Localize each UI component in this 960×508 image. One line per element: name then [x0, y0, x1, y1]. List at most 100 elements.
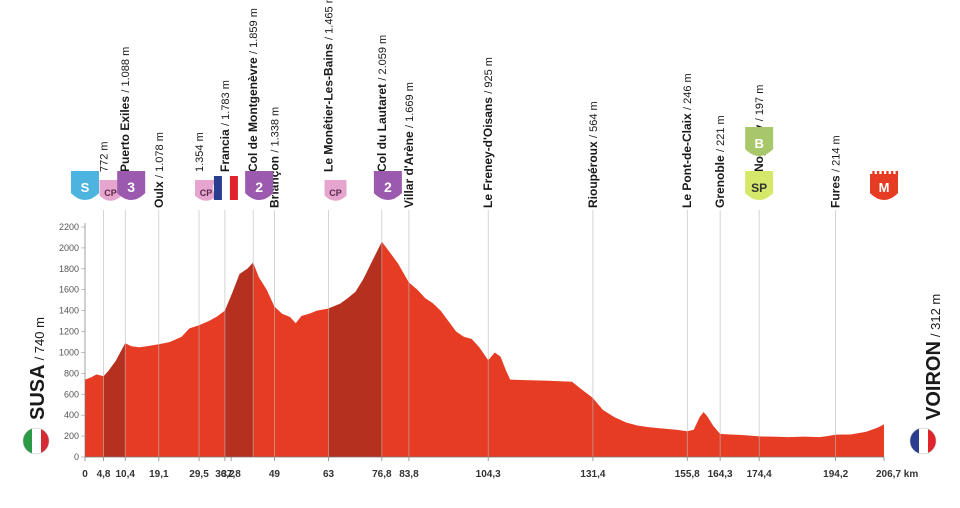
waypoint-name: Puerto Exiles — [118, 93, 132, 172]
waypoint-text: 1.354 m — [194, 132, 206, 172]
y-tick-label: 0 — [74, 452, 79, 462]
x-tick-label: 206,7 km — [876, 469, 918, 480]
category-badge — [373, 171, 402, 201]
italy-flag-icon — [22, 427, 50, 455]
waypoint-altitude: / 1.338 m — [269, 107, 281, 153]
waypoint-name: Grenoble — [713, 152, 727, 208]
start-label: SUSA / 740 m — [27, 317, 49, 420]
x-tick-label: 155,8 — [675, 469, 700, 480]
waypoint-text: Le Monêtier-Les-Bains / 1.465 m — [322, 0, 336, 172]
y-tick-label: 1600 — [59, 285, 79, 295]
finish-name: VOIRON — [923, 341, 945, 420]
start-badge — [71, 171, 99, 201]
grid-lines — [81, 226, 85, 458]
waypoint-text: Le Pont-de-Claix / 246 m — [680, 73, 694, 208]
y-tick-label: 1000 — [59, 347, 79, 357]
y-tick-label: 1400 — [59, 306, 79, 316]
start-altitude: / 740 m — [32, 317, 47, 360]
x-tick-label: 49 — [269, 469, 281, 480]
category-badge-text: 2 — [255, 179, 263, 195]
y-tick-label: 400 — [64, 410, 79, 420]
cp-badge — [99, 180, 122, 201]
waypoint-altitude: 772 m — [99, 141, 111, 172]
x-tick-label: 29,5 — [189, 469, 209, 480]
waypoint-label: Col du Lautaret / 2.059 m — [375, 35, 389, 172]
waypoint-altitude: / 197 m — [754, 85, 766, 122]
cp-badge-text: CP — [200, 188, 213, 198]
waypoint-label: Le Freney-d'Oisans / 925 m — [481, 57, 495, 208]
elevation-profile — [85, 241, 884, 457]
y-axis: 0 200 400 600 800 1000 1200 1400 1600 1800 2000 220… — [59, 222, 86, 462]
climb-segment — [103, 343, 126, 457]
france-flag-icon — [909, 427, 937, 455]
finish-checker — [870, 171, 873, 174]
waypoint-label: Oulx / 1.078 m — [152, 132, 166, 208]
finish-checker — [883, 171, 887, 174]
x-tick-label: 174,4 — [747, 469, 772, 480]
waypoint-name: Villar d'Arène — [402, 128, 416, 208]
waypoint-altitude: 1.354 m — [194, 132, 206, 172]
waypoint-altitude: / 1.669 m — [404, 82, 416, 128]
finish-altitude: / 312 m — [928, 294, 943, 337]
y-tick-label: 1200 — [59, 327, 79, 337]
waypoint-name: Rioupéroux — [586, 138, 600, 208]
waypoint-label: 772 m — [99, 141, 111, 172]
y-tick-label: 2200 — [59, 222, 79, 232]
finish-badge — [870, 171, 898, 201]
y-tick-label: 2000 — [59, 243, 79, 253]
waypoint-label: 1.354 m — [194, 132, 206, 172]
x-tick-label: 37,8 — [221, 469, 241, 480]
waypoint-label: Villar d'Arène / 1.669 m — [402, 82, 416, 208]
waypoint-text: Rioupéroux / 564 m — [586, 101, 600, 208]
waypoint-name: Le Monêtier-Les-Bains — [322, 40, 336, 172]
waypoint-name: Le Freney-d'Oisans — [481, 94, 495, 208]
waypoint-altitude: / 1.088 m — [120, 47, 132, 93]
y-tick-label: 600 — [64, 389, 79, 399]
waypoint-altitude: / 1.859 m — [248, 8, 260, 54]
cp-badge — [324, 180, 347, 201]
waypoint-text: Puerto Exiles / 1.088 m — [118, 47, 132, 172]
x-axis: 0 4,8 10,4 19,1 29,5 36,237,8 49 63 76,8 83,8 104,… — [82, 456, 918, 480]
waypoint-name: Fures — [829, 172, 843, 208]
bonus-badge — [745, 127, 774, 157]
profile-area — [85, 241, 884, 457]
x-tick-label: 0 — [82, 469, 88, 480]
finish-label: VOIRON / 312 m — [923, 294, 945, 420]
x-tick-label: 4,8 — [97, 469, 111, 480]
waypoint-text: Fures / 214 m — [829, 135, 843, 208]
waypoint-text: Col du Lautaret / 2.059 m — [375, 35, 389, 172]
waypoint-altitude: / 1.465 m — [324, 0, 336, 40]
waypoint-altitude: / 221 m — [715, 115, 727, 152]
y-tick-label: 800 — [64, 368, 79, 378]
waypoint-text: Grenoble / 221 m — [713, 115, 727, 208]
y-tick-label: 200 — [64, 431, 79, 441]
x-tick-label: 10,4 — [115, 469, 135, 480]
x-tick-label: 104,3 — [476, 469, 501, 480]
waypoint-text: Oulx / 1.078 m — [152, 132, 166, 208]
waypoint-altitude: / 2.059 m — [377, 35, 389, 81]
category-badge — [245, 171, 274, 201]
finish-badge-text: M — [879, 180, 890, 195]
finish-checker — [888, 171, 891, 174]
flag-stripe — [229, 176, 238, 200]
waypoint-altitude: / 564 m — [588, 101, 600, 138]
sprint-badge — [745, 171, 774, 201]
waypoint-text: 772 m — [99, 141, 111, 172]
bonus-badge-text: B — [754, 136, 763, 151]
waypoint-altitude: / 925 m — [483, 57, 495, 94]
climb-segment — [328, 241, 382, 457]
waypoint-text: Francia / 1.783 m — [218, 80, 232, 172]
cp-badge-text: CP — [104, 188, 117, 198]
finish-checker — [874, 171, 877, 174]
waypoint-badges: S M CP 3 CP 2 CP 2 SP B — [71, 127, 898, 201]
waypoint-name: Francia — [218, 126, 232, 172]
sprint-badge-text: SP — [751, 181, 767, 195]
x-tick-label: 76,8 — [372, 469, 392, 480]
waypoint-label: Grenoble / 221 m — [713, 115, 727, 208]
waypoint-label: Fures / 214 m — [829, 135, 843, 208]
waypoint-altitude: / 1.078 m — [154, 132, 166, 178]
waypoint-altitude: / 1.783 m — [220, 80, 232, 126]
waypoint-altitude: / 214 m — [831, 135, 843, 172]
x-tick-label: 131,4 — [580, 469, 605, 480]
